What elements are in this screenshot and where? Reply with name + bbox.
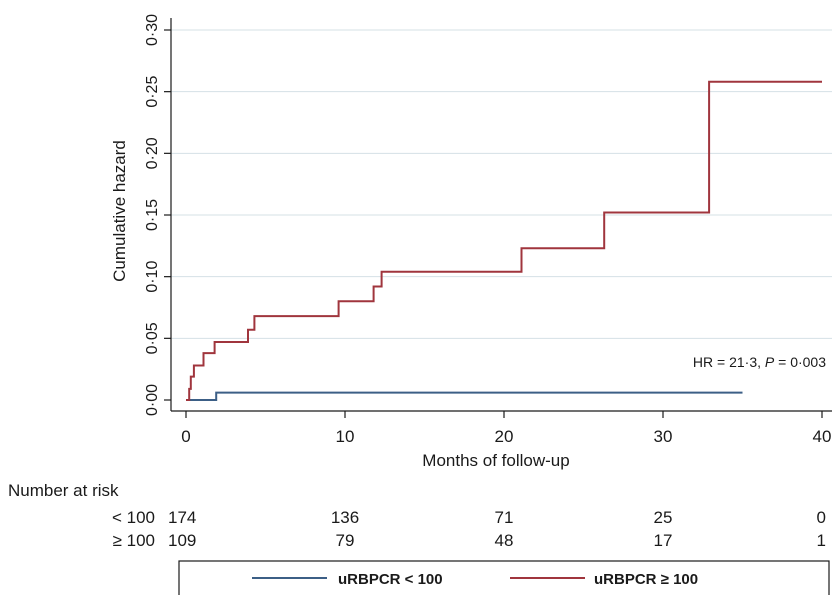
legend-label-2: uRBPCR ≥ 100: [594, 571, 698, 588]
axes: 0·00 0·05 0·10 0·15 0·20 0·25 0·30 0 10 20 30 40: [144, 14, 832, 446]
legend: uRBPCR < 100 uRBPCR ≥ 100: [178, 560, 830, 595]
x-tick-label: 40: [813, 427, 832, 446]
x-axis-title: Months of follow-up: [422, 451, 569, 470]
y-tick-label: 0·05: [144, 322, 161, 354]
risk-table-title: Number at risk: [8, 481, 119, 500]
y-axis-title: Cumulative hazard: [110, 140, 129, 282]
annotation-p-label: P: [765, 354, 775, 370]
annotation-suffix: = 0·003: [774, 354, 826, 370]
series-line-2: [186, 80, 822, 401]
x-tick-label: 20: [495, 427, 514, 446]
risk-cell: 48: [495, 531, 514, 550]
risk-cell: 109: [168, 531, 196, 550]
risk-cell: 174: [168, 508, 196, 527]
risk-table: Number at risk < 100 174 136 71 25 0 ≥ 100 109 7…: [8, 481, 826, 550]
series-layer: [186, 80, 822, 401]
x-tick-label: 0: [181, 427, 190, 446]
y-tick-label: 0·15: [144, 199, 161, 231]
y-tick-label: 0·10: [144, 261, 161, 293]
risk-cell: 0: [817, 508, 826, 527]
x-tick-label: 10: [336, 427, 355, 446]
risk-cell: 71: [495, 508, 514, 527]
legend-label-1: uRBPCR < 100: [338, 571, 443, 588]
risk-row-label: < 100: [112, 508, 155, 527]
risk-cell: 1: [817, 531, 826, 550]
series-line-1: [186, 391, 743, 401]
annotation-prefix: HR = 21·3,: [693, 354, 765, 370]
risk-cell: 25: [654, 508, 673, 527]
hazard-ratio-annotation: HR = 21·3, P = 0·003: [693, 354, 826, 370]
grid-lines: [171, 29, 832, 339]
y-tick-label: 0·25: [144, 76, 161, 108]
y-tick-label: 0·30: [144, 14, 161, 46]
x-tick-label: 30: [654, 427, 673, 446]
y-tick-label: 0·20: [144, 137, 161, 169]
risk-row-label: ≥ 100: [113, 531, 155, 550]
risk-cell: 17: [654, 531, 673, 550]
y-tick-label: 0·00: [144, 384, 161, 416]
risk-cell: 136: [331, 508, 359, 527]
risk-cell: 79: [336, 531, 355, 550]
